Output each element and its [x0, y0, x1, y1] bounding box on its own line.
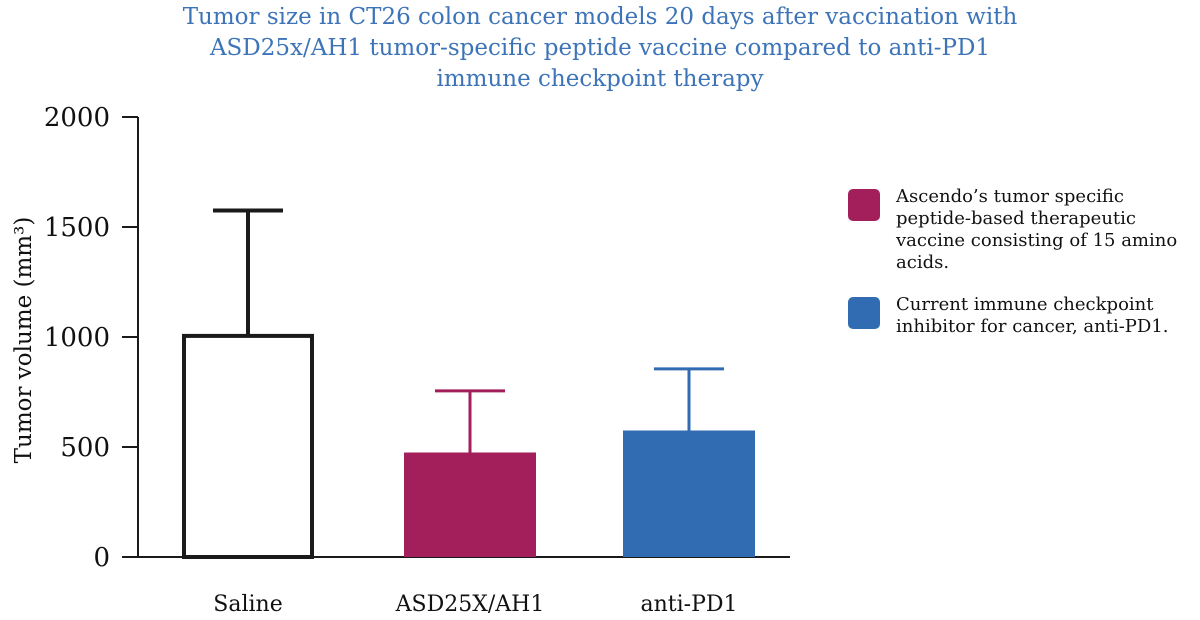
legend-swatch-vaccine	[848, 189, 880, 221]
bar	[182, 333, 314, 559]
x-tick-label: anti-PD1	[640, 592, 737, 617]
y-tick-label: 500	[60, 433, 110, 463]
bar	[623, 430, 755, 557]
x-tick-label: ASD25X/AH1	[395, 592, 545, 617]
y-tick-label: 1500	[44, 213, 110, 243]
legend: Ascendo’s tumor specific peptide-based t…	[848, 186, 1198, 358]
chart-title-line-3: immune checkpoint therapy	[436, 66, 764, 92]
y-tick-label: 0	[93, 543, 110, 573]
y-axis-label: Tumor volume (mm³)	[11, 217, 37, 464]
legend-item-anti-pd1: Current immune checkpoint inhibitor for …	[848, 294, 1198, 338]
y-tick-label: 1000	[44, 323, 110, 353]
legend-item-vaccine: Ascendo’s tumor specific peptide-based t…	[848, 186, 1198, 274]
y-tick-label: 2000	[44, 103, 110, 133]
legend-swatch-anti-pd1	[848, 297, 880, 329]
legend-label-anti-pd1: Current immune checkpoint inhibitor for …	[896, 294, 1169, 337]
chart-title-line-2: ASD25x/AH1 tumor-specific peptide vaccin…	[209, 35, 991, 61]
x-tick-label: Saline	[213, 592, 282, 617]
bar	[404, 452, 536, 557]
chart-title: Tumor size in CT26 colon cancer models 2…	[80, 2, 1120, 95]
bar-chart: 0 500 1000 1500 2000 Tumor volume (mm³) Saline…	[11, 103, 790, 617]
legend-label-vaccine: Ascendo’s tumor specific peptide-based t…	[896, 186, 1178, 273]
chart-title-line-1: Tumor size in CT26 colon cancer models 2…	[182, 4, 1018, 30]
